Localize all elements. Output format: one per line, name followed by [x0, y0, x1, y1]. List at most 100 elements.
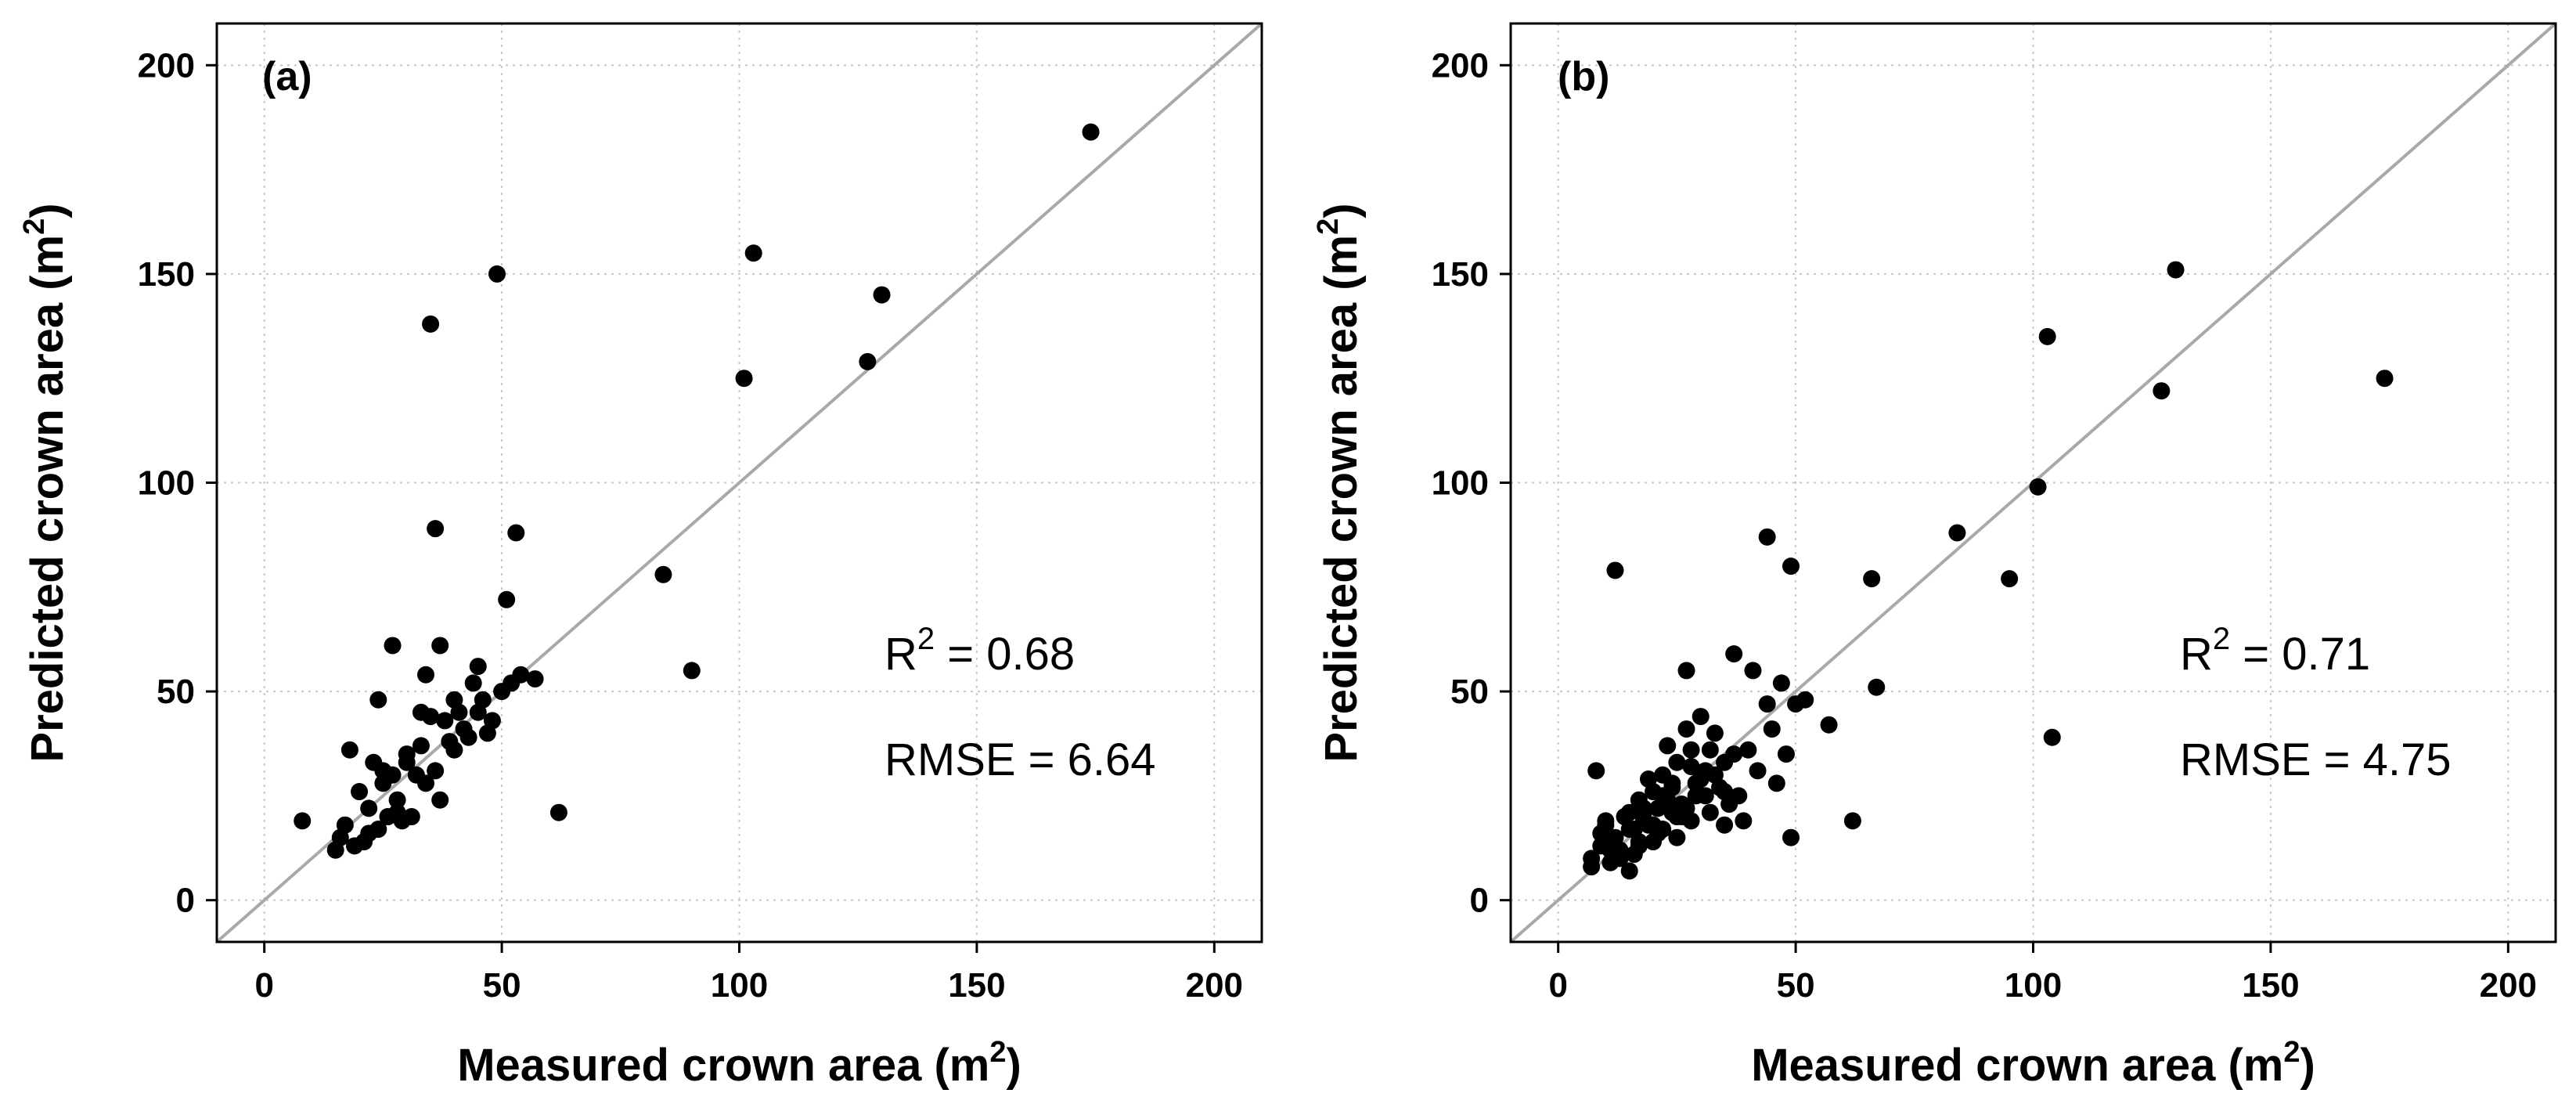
data-point — [1706, 766, 1724, 784]
data-point — [431, 791, 449, 809]
data-point — [549, 803, 567, 821]
x-tick-label: 150 — [948, 966, 1005, 1005]
data-point — [1616, 808, 1634, 826]
data-point — [360, 799, 378, 817]
data-point — [1654, 787, 1672, 805]
data-point — [398, 753, 416, 771]
data-point — [1758, 528, 1776, 546]
one-to-one-line — [215, 22, 1263, 943]
data-point — [459, 728, 477, 746]
panel-b: 0 50 100 150 200 0 50 100 150 200 Measured crown a… — [1312, 22, 2557, 1091]
data-point — [859, 352, 877, 370]
x-tick-label: 200 — [1186, 966, 1243, 1005]
data-point — [2029, 478, 2047, 496]
y-tick-label: 200 — [138, 46, 195, 85]
data-point — [1663, 774, 1681, 792]
data-point — [474, 691, 492, 709]
data-point — [1796, 691, 1814, 709]
x-tick-label: 0 — [254, 966, 273, 1005]
data-point — [1625, 821, 1643, 839]
y-tick-label: 0 — [176, 882, 195, 920]
y-tick-label: 100 — [138, 464, 195, 503]
panel-label: (a) — [262, 54, 312, 99]
data-point — [402, 808, 420, 826]
data-point — [1687, 774, 1705, 792]
data-point — [1735, 812, 1753, 830]
data-point — [2038, 327, 2056, 345]
data-point — [1677, 720, 1695, 738]
data-point — [1863, 570, 1881, 588]
y-tick-label: 100 — [1432, 464, 1489, 503]
data-point — [1082, 123, 1100, 141]
data-point — [2001, 570, 2019, 588]
data-point — [1948, 524, 1966, 542]
y-tick-label: 200 — [1432, 46, 1489, 85]
panel-a: 0 50 100 150 200 0 50 100 150 200 Measured crown a… — [18, 22, 1263, 1091]
data-point — [422, 708, 440, 726]
data-point — [445, 741, 463, 759]
data-point — [2043, 728, 2061, 746]
data-point — [1606, 561, 1624, 579]
data-point — [1706, 724, 1724, 742]
data-point — [1701, 803, 1719, 821]
data-point — [1725, 645, 1743, 663]
data-point — [683, 662, 701, 680]
x-tick-label: 150 — [2242, 966, 2299, 1005]
data-point — [1677, 662, 1695, 680]
data-point — [1645, 833, 1663, 851]
data-point — [1782, 557, 1800, 575]
data-point — [340, 741, 358, 759]
data-point — [427, 762, 445, 780]
data-point — [1682, 758, 1700, 776]
data-point — [2376, 370, 2394, 388]
data-point — [1634, 799, 1652, 817]
data-point — [294, 812, 312, 830]
data-point — [1701, 741, 1719, 759]
data-point — [1763, 720, 1781, 738]
y-axis-title: Predicted crown area (m2) — [18, 203, 73, 762]
x-tick-label: 50 — [1777, 966, 1815, 1005]
rmse-annotation: RMSE = 6.64 — [884, 734, 1156, 785]
data-point — [351, 783, 369, 801]
data-point — [1730, 787, 1748, 805]
data-point — [1668, 828, 1686, 846]
r-squared-annotation: R2 = 0.71 — [2180, 622, 2370, 680]
data-point — [1668, 753, 1686, 771]
data-point — [464, 674, 482, 692]
data-point — [1696, 787, 1714, 805]
data-point — [735, 370, 753, 388]
x-tick-label: 200 — [2480, 966, 2537, 1005]
data-point — [1692, 708, 1710, 726]
data-point — [436, 712, 454, 730]
data-point — [412, 737, 430, 755]
y-tick-label: 150 — [138, 255, 195, 294]
data-point — [369, 821, 387, 839]
data-point — [873, 286, 891, 304]
data-point — [2153, 382, 2171, 400]
y-tick-label: 50 — [157, 673, 195, 711]
data-point — [431, 637, 449, 655]
data-point — [498, 590, 516, 608]
x-axis-title: Measured crown area (m2) — [457, 1036, 1021, 1091]
data-point — [1597, 816, 1615, 834]
x-tick-label: 0 — [1548, 966, 1567, 1005]
y-tick-label: 0 — [1470, 882, 1489, 920]
data-point — [1587, 762, 1605, 780]
data-point — [1630, 837, 1648, 855]
data-point — [1620, 862, 1638, 880]
data-point — [417, 666, 434, 684]
data-point — [1758, 695, 1776, 713]
data-point — [1739, 741, 1757, 759]
data-point — [417, 774, 434, 792]
data-point — [503, 674, 521, 692]
data-point — [1843, 812, 1861, 830]
y-tick-label: 50 — [1450, 673, 1489, 711]
data-point — [1868, 678, 1886, 696]
data-point — [1749, 762, 1767, 780]
data-point — [488, 265, 506, 283]
data-point — [1659, 737, 1677, 755]
data-point — [422, 315, 440, 333]
data-point — [2167, 261, 2185, 279]
data-point — [336, 816, 354, 834]
